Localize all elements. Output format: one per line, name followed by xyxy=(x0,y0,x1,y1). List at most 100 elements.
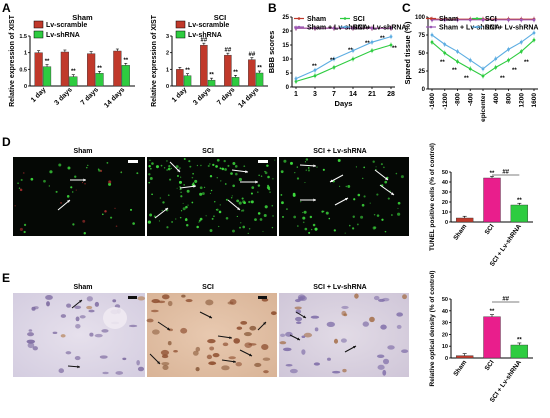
e-cell xyxy=(333,338,339,344)
d-cell-dot xyxy=(281,201,284,205)
c-legend-marker xyxy=(475,17,479,20)
c-point xyxy=(481,67,485,71)
d-cell-dot xyxy=(189,165,192,168)
d-cell-dot xyxy=(248,228,251,230)
b-point xyxy=(389,43,393,47)
d-cell-dot xyxy=(83,232,86,235)
e-cell xyxy=(27,332,34,337)
d-cell-dot xyxy=(373,213,376,216)
c-legend-marker xyxy=(429,25,433,29)
d-cell-dot xyxy=(171,221,173,223)
a-sci-bar xyxy=(224,54,232,87)
d-cell-dot xyxy=(316,166,318,168)
d-arrow-head xyxy=(237,207,240,210)
d-cell-dot xyxy=(149,159,151,162)
e-cell xyxy=(301,349,306,355)
d-cell-dot xyxy=(238,177,242,182)
d-cell-dot xyxy=(337,159,341,162)
d-cell-dot xyxy=(216,208,219,211)
d-cell-dot xyxy=(209,229,213,233)
e-cell xyxy=(261,298,269,302)
e-cell xyxy=(285,364,293,367)
e-cell xyxy=(362,321,370,327)
e-y-tick-label: 40 xyxy=(442,309,448,315)
d-cell-dot xyxy=(115,225,118,228)
c-x-tick-label: -1200 xyxy=(442,93,449,110)
d-cell-dot xyxy=(71,191,74,193)
d-cell-dot xyxy=(243,201,246,205)
a-sham-legend-swatch xyxy=(33,20,44,29)
e-cell xyxy=(396,312,404,317)
a-sci-x-tick-label: 3 days xyxy=(192,86,212,106)
e-cell xyxy=(340,338,347,343)
d-sig-label: ** xyxy=(517,198,522,204)
a-sci-bar xyxy=(255,72,264,87)
e-cell xyxy=(167,300,173,307)
a-sci-title: SCI xyxy=(214,13,227,22)
d-cell-dot xyxy=(241,197,244,200)
e-scale-bar-sham xyxy=(128,296,137,299)
e-cell xyxy=(369,316,375,323)
d-cell-dot xyxy=(258,174,260,176)
d-cell-dot xyxy=(286,208,288,210)
c-point xyxy=(507,58,510,62)
d-cell-dot xyxy=(224,168,227,171)
e-cell xyxy=(297,294,306,301)
c-y-tick-label: 100 xyxy=(415,15,426,21)
d-cell-dot xyxy=(345,185,348,188)
e-y-tick-label: 30 xyxy=(442,321,448,327)
d-arrow-head xyxy=(345,197,348,201)
a-sham-y-tick-label: 0 xyxy=(24,84,27,90)
b-y-tick-label: 20 xyxy=(282,29,289,35)
d-cell-dot xyxy=(153,215,156,218)
panel-letter-b: B xyxy=(268,1,277,15)
a-sci-legend-swatch xyxy=(175,20,186,29)
d-cell-dot xyxy=(235,172,238,176)
e-cell xyxy=(243,331,252,337)
d-cell-dot xyxy=(400,175,404,179)
c-point xyxy=(494,18,498,22)
b-y-tick-label: 5 xyxy=(286,71,290,77)
e-cell xyxy=(33,306,39,310)
c-point xyxy=(532,38,536,42)
d-cell-dot xyxy=(333,229,336,232)
e-cell xyxy=(75,316,80,322)
panel-e-images: Sham SCI SCI + Lv-shRNA xyxy=(13,284,409,377)
d-cell-dot xyxy=(187,204,189,206)
d-cell-dot xyxy=(304,161,306,163)
a-sci-bar xyxy=(207,79,216,87)
e-cell xyxy=(160,349,170,356)
d-arrow-head xyxy=(193,184,196,188)
e-y-tick-label: 20 xyxy=(442,332,448,338)
d-cell-dot xyxy=(120,171,123,174)
d-cell-dot xyxy=(260,175,263,177)
c-point xyxy=(494,66,498,69)
e-arrow-head xyxy=(157,361,160,364)
d-cell-dot xyxy=(360,215,364,219)
d-image-title-sham: Sham xyxy=(73,148,92,155)
c-legend-label: SCI xyxy=(485,16,497,23)
d-cell-dot xyxy=(102,213,104,216)
e-cell xyxy=(66,303,72,308)
b-legend-marker xyxy=(297,17,301,20)
e-y-tick-label: 0 xyxy=(445,356,448,362)
e-cell xyxy=(161,354,169,359)
a-sham-title: Sham xyxy=(72,13,93,22)
d-cell-dot xyxy=(264,171,268,175)
d-cell-dot xyxy=(384,230,387,233)
d-cell-dot xyxy=(82,182,84,184)
c-point xyxy=(532,18,536,22)
d-cell-dot xyxy=(395,172,398,175)
d-cell-dot xyxy=(384,180,388,184)
a-sci-y-label: Relative expression of XIST xyxy=(151,14,158,107)
e-cell xyxy=(150,309,159,313)
b-x-tick-label: 1 xyxy=(294,91,298,98)
d-cell-dot xyxy=(232,162,236,165)
e-cell xyxy=(401,349,409,354)
d-cell-dot xyxy=(248,200,251,204)
a-sci-sig-label: ** xyxy=(209,73,214,79)
d-cell-dot xyxy=(347,185,351,188)
d-cell-dot xyxy=(250,192,254,195)
c-point xyxy=(468,58,472,62)
d-cell-dot xyxy=(304,181,306,184)
